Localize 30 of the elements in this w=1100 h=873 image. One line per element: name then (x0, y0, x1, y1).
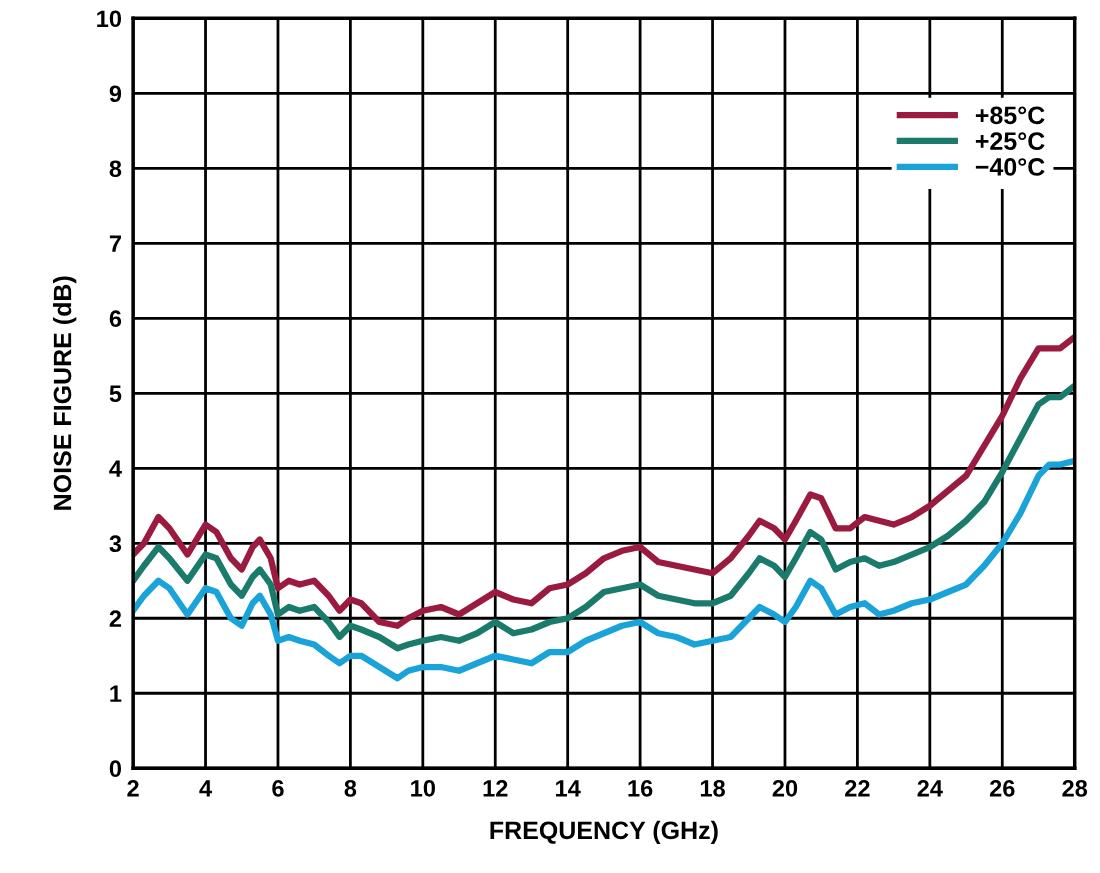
x-tick-label: 8 (344, 779, 357, 797)
x-tick-label: 10 (411, 779, 435, 797)
legend-label: +25°C (975, 132, 1045, 150)
x-tick-label: 14 (556, 780, 581, 797)
x-tick-label: 26 (989, 779, 1015, 797)
x-tick-label: 22 (845, 779, 870, 797)
y-tick-label: 5 (109, 385, 122, 403)
y-tick-label: 2 (109, 610, 122, 627)
y-tick-label: 1 (110, 685, 122, 702)
x-tick-label: 24 (917, 779, 943, 797)
x-tick-label: 16 (628, 779, 653, 797)
y-tick-label: 6 (109, 310, 122, 328)
y-tick-label: 10 (97, 10, 122, 28)
legend-label: −40°C (975, 158, 1045, 176)
x-tick-label: 2 (127, 779, 139, 797)
x-tick-label: 6 (272, 779, 284, 797)
x-tick-label: 4 (199, 780, 212, 797)
x-tick-label: 20 (772, 779, 798, 797)
y-axis-title: NOISE FIGURE (dB) (52, 276, 77, 510)
x-axis-title: FREQUENCY (GHz) (490, 820, 718, 845)
x-tick-label: 12 (483, 779, 508, 797)
y-tick-label: 0 (109, 760, 122, 778)
x-tick-label: 18 (700, 779, 725, 797)
y-tick-label: 4 (109, 460, 122, 477)
legend-label: +85°C (975, 106, 1045, 125)
y-tick-label: 7 (109, 235, 121, 252)
y-tick-label: 9 (109, 85, 122, 103)
y-tick-label: 3 (109, 535, 122, 553)
y-tick-label: 8 (109, 160, 122, 178)
x-tick-label: 28 (1062, 779, 1088, 797)
